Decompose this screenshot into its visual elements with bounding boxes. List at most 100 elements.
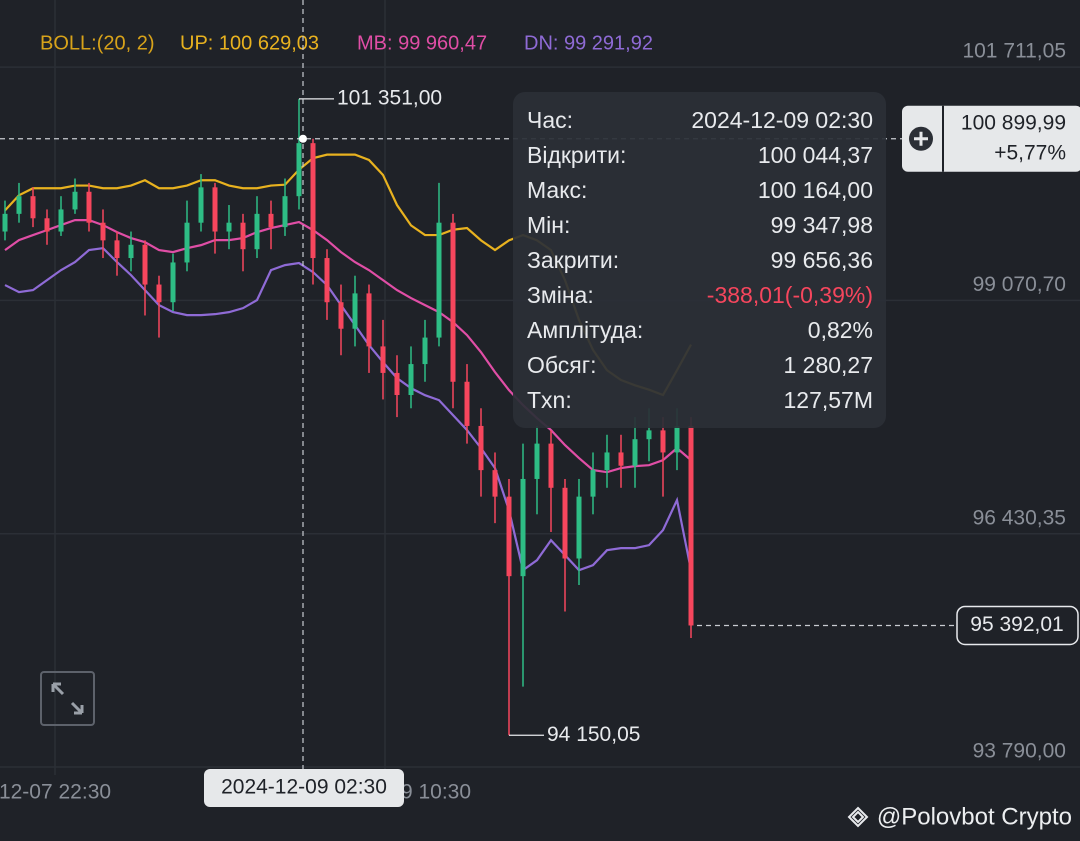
crosshair-change: +5,77% [994,141,1066,164]
candle-body [156,284,162,303]
candle-body [198,187,204,223]
candle-body [436,222,442,338]
candle-body [590,470,596,497]
tooltip-value: 99 656,36 [771,247,873,273]
band-line [4,246,693,573]
candle-body [282,196,288,228]
legend-entry: DN: 99 291,92 [524,32,653,54]
candle-body [562,487,568,559]
crosshair-time: 2024-12-09 02:30 [221,776,387,799]
y-tick-label: 93 790,00 [973,740,1066,763]
candle-body [72,191,78,210]
band-line [4,219,692,474]
candle-body [520,478,526,577]
candle-body [492,470,498,497]
candle-body [338,302,344,329]
tooltip-bg [513,92,886,428]
watermark-text: @Polovbot Crypto [877,803,1072,830]
candle-body [660,430,666,453]
candle-body [352,293,358,329]
candle-body [646,430,652,440]
last-price-label: 95 392,01 [970,613,1063,636]
candle-body [464,381,470,426]
candle-body [128,244,134,259]
candle-body [408,364,414,396]
candle-body [478,425,484,471]
candle-body [632,439,638,466]
tooltip: Час: 2024-12-09 02:30 Відкрити: 100 044,37 М… [513,92,886,428]
candle-body [548,443,554,488]
tooltip-key: Обсяг: [527,352,597,378]
legend: BOLL:(20, 2) UP: 100 629,03 MB: 99 960,47 D… [40,32,653,54]
candle-body [114,240,120,259]
candle-body [2,213,8,232]
candle-body [86,191,92,223]
candle-body [170,262,176,303]
tooltip-key: Амплітуда: [527,317,643,343]
expand-button[interactable] [40,671,95,726]
candle-body [576,496,582,559]
x-tick-label: 12-07 22:30 [0,781,111,804]
candle-body [380,346,386,373]
candle-body [240,222,246,250]
expand-icon [51,682,84,715]
tooltip-value: 2024-12-09 02:30 [691,107,873,133]
tooltip-key: Відкрити: [527,142,626,168]
legend-entry: UP: 100 629,03 [180,32,319,54]
candle-body [100,222,106,241]
candle-body [506,496,512,577]
candle-body [604,452,610,471]
tooltip-key: Зміна: [527,282,594,308]
watermark-icon [847,806,869,828]
candle-body [310,143,316,259]
annotation-label: 101 351,00 [337,86,442,109]
candle-body [226,222,232,232]
tooltip-key: Мін: [527,212,570,238]
candle-body [268,213,274,228]
crosshair-price: 100 899,99 [961,111,1066,134]
candle-body [142,244,148,285]
y-tick-label: 101 711,05 [962,40,1066,63]
tooltip-value: 100 164,00 [758,177,873,203]
candle-body [394,372,400,396]
candle-body [324,258,330,303]
tooltip-value: 1 280,27 [783,352,873,378]
candle-body [688,425,694,626]
candle-body [58,209,64,232]
candle-body [212,187,218,232]
plus-sign [914,131,928,146]
crosshair-time-box [204,769,404,807]
grid: 93 790,00 96 430,35 99 070,70 101 711,05 12-… [0,40,1080,804]
candle-body [674,425,680,453]
annotation-label: 94 150,05 [547,723,640,746]
candle-body [254,213,260,250]
candle-body [450,222,456,382]
candle-body [184,222,190,263]
price-box-bg [902,105,1080,172]
indicator-label: BOLL:(20, 2) [40,32,155,54]
candles [2,98,694,736]
tooltip-value: -388,01(-0,39%) [707,282,873,308]
tooltip-value: 0,82% [808,317,873,343]
y-tick-label: 99 070,70 [973,273,1066,296]
candle-body [534,443,540,479]
tooltip-key: Макс: [527,177,587,203]
candle-body [16,196,22,214]
candle-body [618,452,624,466]
candle-body [30,196,36,219]
crosshair-price-box[interactable]: 100 899,99 +5,77% [902,105,1080,172]
tooltip-key: Закрити: [527,247,619,273]
y-tick-label: 96 430,35 [973,506,1066,529]
crosshair-dot [299,134,307,143]
tooltip-value: 99 347,98 [771,212,873,238]
last-price-box [956,605,1079,646]
candle-body [422,337,428,365]
overlay: BOLL:(20, 2) UP: 100 629,03 MB: 99 960,47 D… [0,0,1080,807]
tooltip-key: Час: [527,107,573,133]
tooltip-key: Txn: [527,387,572,413]
tooltip-value: 100 044,37 [758,142,873,168]
watermark: @Polovbot Crypto [847,803,1072,830]
candle-body [44,218,50,232]
legend-entry: MB: 99 960,47 [357,32,487,54]
